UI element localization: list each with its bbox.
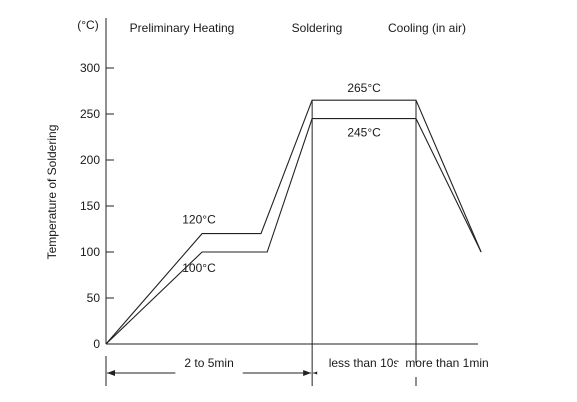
y-tick-label: 100 — [80, 245, 100, 259]
temperature-annotation: 120°C — [182, 213, 216, 227]
profile-line-1 — [105, 99, 482, 345]
phase-name: Soldering — [292, 21, 343, 35]
y-tick-label: 0 — [93, 337, 100, 351]
phase-name: Preliminary Heating — [130, 21, 235, 35]
y-tick-label: 250 — [80, 107, 100, 121]
phase-labels: Preliminary Heating Soldering Cooling (in … — [130, 21, 466, 35]
series-group — [105, 99, 482, 345]
y-tick-label: 300 — [80, 61, 100, 75]
y-tick-label: 200 — [80, 153, 100, 167]
duration-label-bg — [317, 363, 411, 377]
duration-label: 2 to 5min — [184, 356, 233, 370]
phase-name: Cooling (in air) — [388, 21, 466, 35]
durations: 2 to 5min less than 10s more than 1min — [107, 356, 498, 377]
profile-line-2 — [105, 118, 482, 345]
arrowhead-right — [303, 370, 312, 376]
y-axis-title: Temperature of Soldering — [45, 125, 59, 260]
temperature-annotation: 100°C — [182, 261, 216, 275]
arrowhead-left — [107, 370, 115, 376]
duration-label: less than 10s — [329, 356, 400, 370]
annotations: 265°C 245°C 120°C 100°C — [182, 81, 381, 275]
duration-label-bg — [175, 363, 243, 377]
y-tick-label: 50 — [87, 291, 101, 305]
temperature-annotation: 265°C — [347, 81, 381, 95]
duration-label: more than 1min — [405, 356, 488, 370]
y-axis-unit: (°C) — [77, 18, 98, 32]
temperature-annotation: 245°C — [347, 126, 381, 140]
y-ticks: 0 50 100 150 200 250 300 — [80, 61, 114, 351]
phase-guides — [105, 100, 417, 386]
duration-label-bg — [396, 363, 498, 377]
y-tick-label: 150 — [80, 199, 100, 213]
